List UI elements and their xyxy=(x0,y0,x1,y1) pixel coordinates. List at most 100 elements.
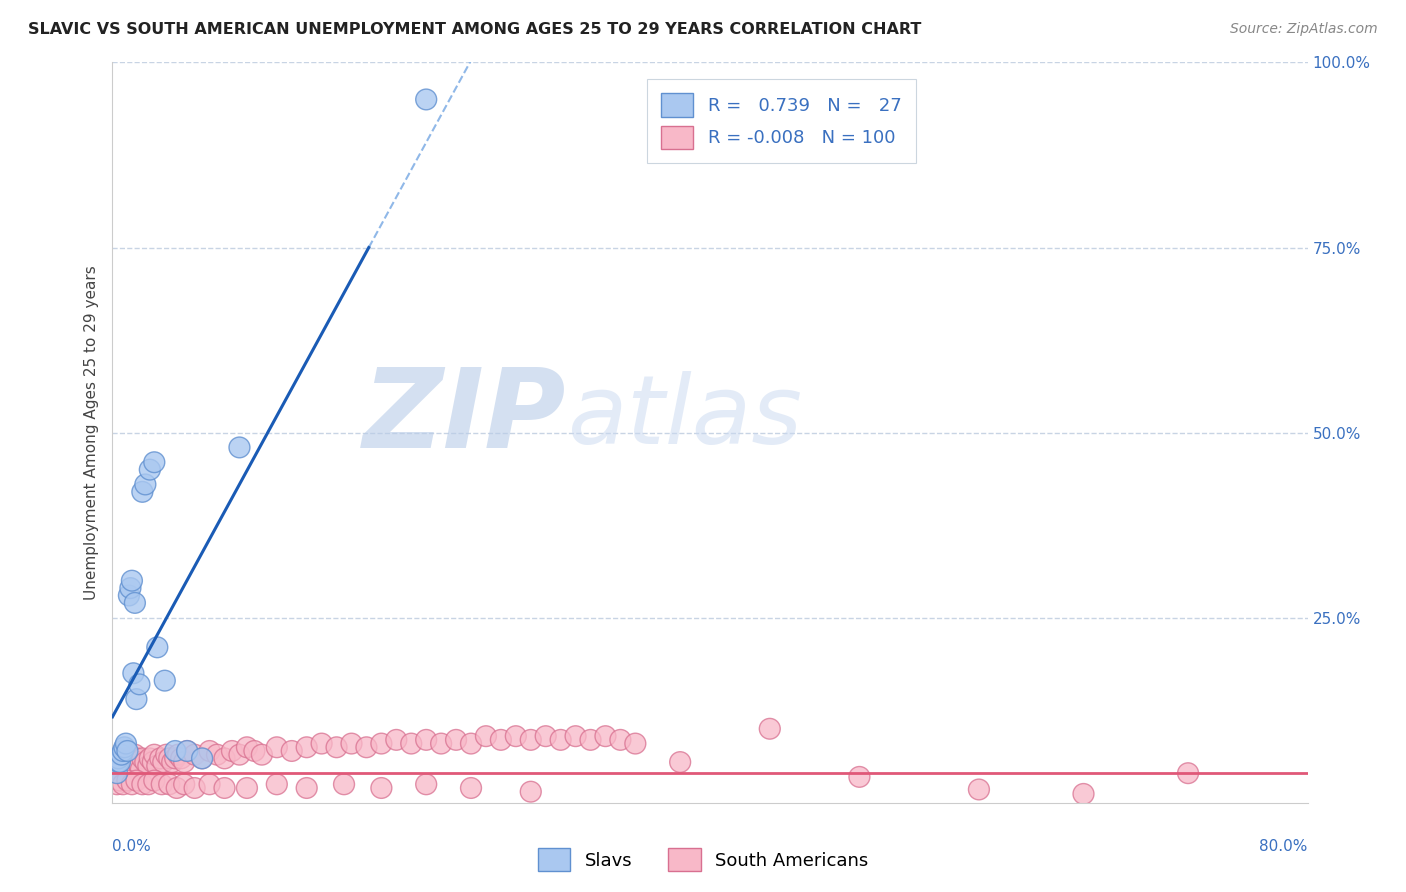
Ellipse shape xyxy=(416,89,437,110)
Ellipse shape xyxy=(125,744,145,765)
Ellipse shape xyxy=(1073,783,1094,805)
Ellipse shape xyxy=(112,774,134,795)
Ellipse shape xyxy=(110,748,131,769)
Ellipse shape xyxy=(132,482,153,502)
Ellipse shape xyxy=(222,740,242,762)
Ellipse shape xyxy=(129,674,150,695)
Ellipse shape xyxy=(174,752,194,772)
Ellipse shape xyxy=(167,744,188,765)
Ellipse shape xyxy=(401,733,422,754)
Ellipse shape xyxy=(135,752,156,772)
Ellipse shape xyxy=(491,730,512,750)
Ellipse shape xyxy=(550,730,571,750)
Ellipse shape xyxy=(281,740,302,762)
Ellipse shape xyxy=(326,737,347,757)
Ellipse shape xyxy=(610,730,631,750)
Ellipse shape xyxy=(624,733,645,754)
Text: atlas: atlas xyxy=(567,371,801,465)
Ellipse shape xyxy=(200,774,221,795)
Ellipse shape xyxy=(156,744,177,765)
Ellipse shape xyxy=(117,740,138,762)
Ellipse shape xyxy=(127,748,146,769)
Ellipse shape xyxy=(122,663,143,683)
Ellipse shape xyxy=(371,733,392,754)
Ellipse shape xyxy=(129,756,150,776)
Ellipse shape xyxy=(236,778,257,798)
Ellipse shape xyxy=(520,781,541,802)
Ellipse shape xyxy=(170,748,191,769)
Ellipse shape xyxy=(311,733,332,754)
Ellipse shape xyxy=(266,737,287,757)
Ellipse shape xyxy=(108,748,129,769)
Ellipse shape xyxy=(475,726,496,747)
Text: Source: ZipAtlas.com: Source: ZipAtlas.com xyxy=(1230,22,1378,37)
Ellipse shape xyxy=(108,759,129,780)
Ellipse shape xyxy=(114,759,135,780)
Legend: R =   0.739   N =   27, R = -0.008   N = 100: R = 0.739 N = 27, R = -0.008 N = 100 xyxy=(647,78,917,163)
Ellipse shape xyxy=(120,578,141,599)
Ellipse shape xyxy=(142,752,163,772)
Ellipse shape xyxy=(138,756,159,776)
Ellipse shape xyxy=(430,733,451,754)
Ellipse shape xyxy=(112,752,134,772)
Ellipse shape xyxy=(297,778,318,798)
Ellipse shape xyxy=(505,726,526,747)
Ellipse shape xyxy=(174,774,194,795)
Ellipse shape xyxy=(356,737,377,757)
Ellipse shape xyxy=(131,759,152,780)
Ellipse shape xyxy=(536,726,557,747)
Ellipse shape xyxy=(139,459,160,480)
Ellipse shape xyxy=(849,766,870,788)
Ellipse shape xyxy=(595,726,616,747)
Ellipse shape xyxy=(117,752,138,772)
Ellipse shape xyxy=(114,737,135,757)
Ellipse shape xyxy=(177,740,198,762)
Ellipse shape xyxy=(128,752,149,772)
Text: ZIP: ZIP xyxy=(363,364,567,471)
Ellipse shape xyxy=(342,733,361,754)
Ellipse shape xyxy=(200,740,221,762)
Ellipse shape xyxy=(150,748,170,769)
Ellipse shape xyxy=(165,740,186,762)
Ellipse shape xyxy=(107,752,128,772)
Ellipse shape xyxy=(143,770,165,791)
Ellipse shape xyxy=(121,774,142,795)
Ellipse shape xyxy=(121,752,142,772)
Ellipse shape xyxy=(132,774,153,795)
Ellipse shape xyxy=(385,730,406,750)
Ellipse shape xyxy=(759,718,780,739)
Ellipse shape xyxy=(117,770,138,791)
Ellipse shape xyxy=(120,748,141,769)
Ellipse shape xyxy=(446,730,467,750)
Legend: Slavs, South Americans: Slavs, South Americans xyxy=(530,841,876,879)
Ellipse shape xyxy=(520,730,541,750)
Ellipse shape xyxy=(107,763,128,783)
Ellipse shape xyxy=(135,474,156,495)
Ellipse shape xyxy=(184,778,205,798)
Ellipse shape xyxy=(214,778,235,798)
Ellipse shape xyxy=(333,774,354,795)
Ellipse shape xyxy=(143,744,165,765)
Ellipse shape xyxy=(112,740,134,762)
Ellipse shape xyxy=(191,748,212,769)
Ellipse shape xyxy=(297,737,318,757)
Ellipse shape xyxy=(143,452,165,473)
Ellipse shape xyxy=(159,774,180,795)
Ellipse shape xyxy=(177,740,198,762)
Ellipse shape xyxy=(127,770,146,791)
Ellipse shape xyxy=(565,726,586,747)
Y-axis label: Unemployment Among Ages 25 to 29 years: Unemployment Among Ages 25 to 29 years xyxy=(83,265,98,600)
Ellipse shape xyxy=(416,774,437,795)
Ellipse shape xyxy=(125,592,145,614)
Ellipse shape xyxy=(207,744,228,765)
Ellipse shape xyxy=(138,774,159,795)
Ellipse shape xyxy=(146,756,167,776)
Ellipse shape xyxy=(162,752,183,772)
Ellipse shape xyxy=(1178,763,1198,783)
Ellipse shape xyxy=(121,570,142,591)
Ellipse shape xyxy=(127,689,146,709)
Ellipse shape xyxy=(266,774,287,795)
Ellipse shape xyxy=(111,744,132,765)
Ellipse shape xyxy=(111,756,132,776)
Ellipse shape xyxy=(229,744,250,765)
